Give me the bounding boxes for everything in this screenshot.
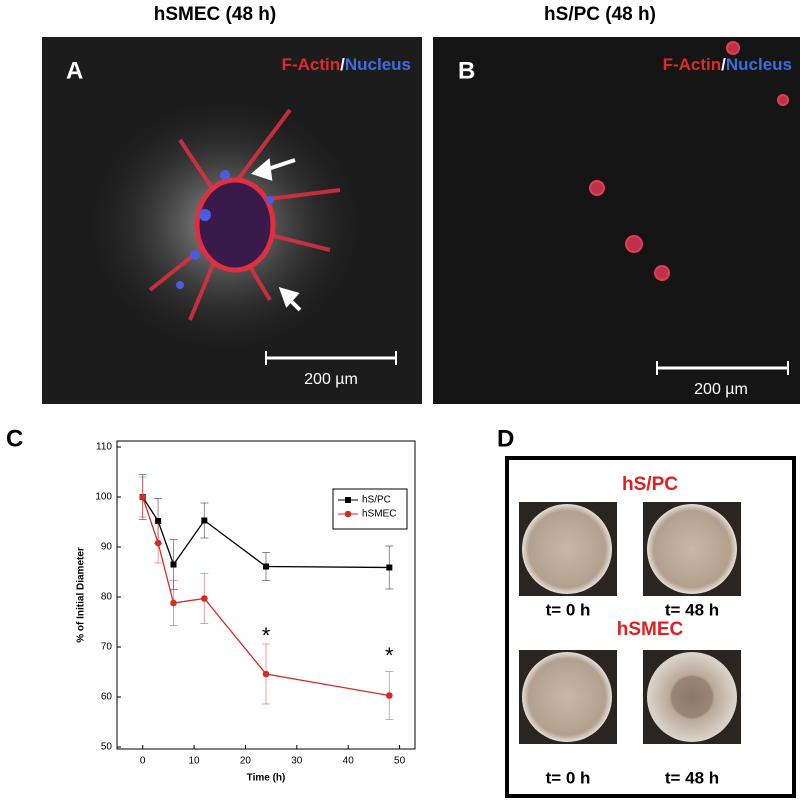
dish [522, 504, 612, 594]
legend-label: hSMEC [362, 509, 396, 520]
scale-label: 200 µm [304, 371, 358, 388]
marker [139, 493, 146, 501]
scale-label: 200 µm [694, 381, 748, 398]
legend-marker [344, 510, 352, 518]
x-tick-label: 10 [189, 756, 201, 767]
marker [154, 539, 162, 547]
x-tick-label: 50 [394, 756, 406, 767]
group-label: hSMEC [617, 619, 684, 640]
y-tick-label: 60 [101, 692, 113, 703]
time-caption: t= 0 h [546, 600, 591, 619]
marker [201, 595, 208, 602]
panel-frame [505, 456, 796, 798]
nuclei [176, 170, 274, 289]
x-tick-label: 30 [291, 756, 303, 767]
annotation: * [385, 643, 394, 668]
time-caption: t= 48 h [665, 768, 719, 787]
marker [155, 518, 162, 524]
y-tick-label: 90 [101, 542, 113, 553]
plot-frame [116, 440, 416, 750]
panel-title: hS/PC (48 h) [544, 4, 656, 25]
y-axis-label: % of Initial Diameter [76, 547, 87, 643]
marker [201, 517, 208, 524]
dish [522, 652, 612, 742]
y-tick-label: 100 [95, 492, 112, 503]
panel-label: A [66, 57, 83, 84]
panel-label: C [6, 425, 23, 452]
arrows [250, 158, 302, 312]
x-tick-label: 0 [140, 756, 146, 767]
y-tick-label: 70 [101, 642, 113, 653]
stain-legend: F-Actin/Nucleus [663, 55, 792, 74]
legend-box [332, 488, 408, 530]
panel-label: B [458, 57, 475, 84]
marker [386, 564, 393, 571]
y-tick-label: 50 [101, 742, 113, 753]
y-tick-label: 110 [96, 442, 112, 453]
annotation: * [262, 623, 271, 648]
marker [263, 563, 269, 570]
x-axis-label: Time (h) [247, 773, 286, 784]
time-caption: t= 48 h [665, 600, 719, 619]
marker [170, 561, 177, 568]
marker [170, 599, 177, 607]
legend-label: hS/PC [362, 495, 391, 506]
series-line [142, 496, 390, 569]
panel-label: D [497, 425, 514, 452]
group-label: hS/PC [622, 474, 678, 495]
micrograph [433, 37, 800, 404]
dish [647, 652, 737, 742]
actin [148, 108, 341, 321]
legend-marker [345, 497, 351, 503]
series-line [142, 496, 390, 697]
panel-title: hSMEC (48 h) [154, 4, 276, 25]
x-tick-label: 20 [240, 756, 252, 767]
cells [589, 41, 789, 281]
marker [386, 692, 393, 699]
y-tick-label: 80 [101, 592, 113, 603]
marker [262, 670, 270, 678]
time-caption: t= 0 h [546, 768, 591, 787]
chart: 50 60 70 80 90 100 110 0 10 20 30 40 50 Time (h) % of … [76, 440, 416, 784]
spheroid [194, 177, 276, 273]
dish [647, 504, 737, 594]
stain-legend: F-Actin/Nucleus [282, 55, 411, 74]
x-tick-label: 40 [343, 756, 355, 767]
